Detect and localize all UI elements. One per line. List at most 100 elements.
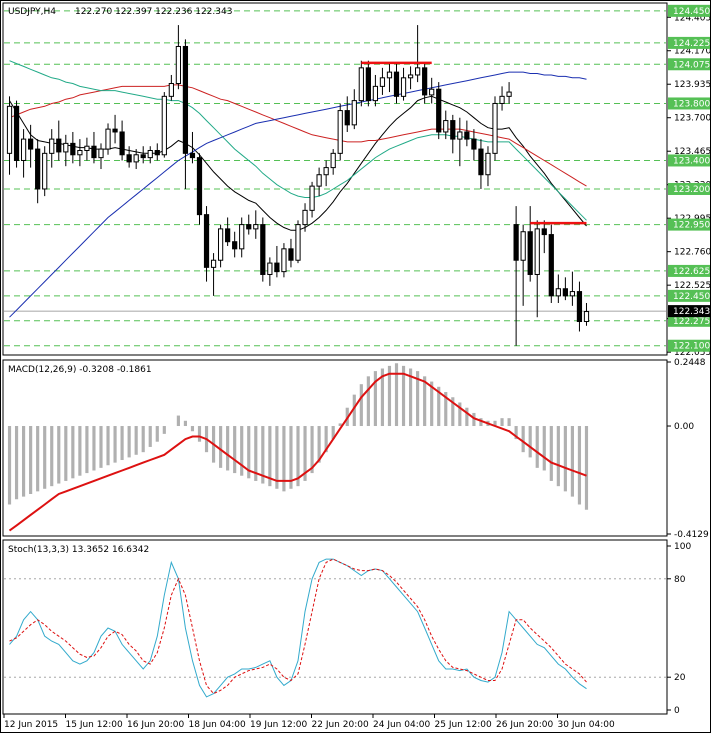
candle-body	[20, 138, 27, 161]
candle-body	[182, 45, 189, 154]
candle-body	[407, 74, 414, 79]
candle-body	[379, 77, 386, 87]
candle-body	[203, 214, 210, 268]
time-tick-label: 30 Jun 04:00	[558, 720, 615, 730]
candle-body	[548, 234, 554, 297]
price-header-ohlc: 122.270 122.397 122.236 122.343	[75, 7, 232, 17]
candle-body	[330, 152, 336, 169]
candle-body	[372, 85, 379, 102]
price-tick-label: 122.525	[674, 281, 711, 291]
level-tag-label: 124.075	[673, 60, 710, 70]
candle-body	[126, 154, 132, 163]
candle-body	[583, 311, 590, 323]
time-tick-label: 19 Jun 12:00	[250, 720, 307, 730]
price-tick-label: 123.935	[674, 80, 711, 90]
macd-tick-label: 0.2448	[674, 358, 706, 368]
candle-body	[429, 88, 435, 96]
stoch-panel-frame	[2, 539, 668, 715]
candle-body	[140, 154, 146, 159]
candle-body	[295, 224, 301, 261]
moving-average-line	[9, 71, 587, 318]
macd-tick-label: 0.00	[674, 422, 694, 432]
candle-body	[281, 248, 287, 273]
candle-body	[415, 67, 421, 76]
macd-signal-polyline	[8, 372, 587, 532]
stoch-panel: 100 80 20 0 Stoch(13,3,3) 13.3652 16.6342	[2, 539, 691, 716]
candle-body	[175, 45, 181, 85]
level-tag-label: 124.450	[673, 7, 710, 17]
candle-body	[274, 262, 280, 273]
candle-body	[246, 224, 252, 230]
candle-body	[569, 291, 576, 297]
level-tag	[668, 58, 710, 71]
candle-body	[189, 152, 196, 159]
level-tag	[668, 289, 710, 302]
candle-body	[316, 174, 322, 187]
price-header-symbol: USDJPY,H4	[8, 7, 56, 17]
level-tag	[668, 218, 710, 231]
level-tag	[668, 182, 710, 195]
candle-body	[450, 120, 456, 140]
stoch-header: Stoch(13,3,3) 13.3652 16.6342	[8, 545, 149, 555]
candle-body	[196, 157, 203, 216]
level-tag	[668, 36, 710, 49]
level-tag-label: 123.400	[673, 156, 710, 166]
candle-body	[400, 77, 407, 97]
resistance-lines	[361, 61, 587, 225]
candle-body	[499, 95, 505, 104]
level-tag	[668, 97, 710, 110]
candle-body	[225, 228, 231, 243]
price-tick-label: 123.465	[674, 147, 711, 157]
candle-body	[443, 120, 449, 133]
macd-signal-line	[8, 372, 587, 532]
candle-body	[478, 148, 484, 176]
candle-body	[393, 71, 400, 97]
stoch-tick-label: 0	[674, 706, 680, 716]
candle-body	[471, 138, 477, 150]
candle-body	[154, 149, 160, 156]
candle-body	[351, 100, 357, 126]
candle-body	[513, 224, 519, 261]
time-tick-label: 26 Jun 20:00	[496, 720, 553, 730]
level-tag	[668, 314, 710, 327]
candle-body	[168, 83, 174, 97]
candle-body	[35, 148, 41, 190]
level-tag-label: 122.950	[673, 221, 710, 231]
time-tick-label: 15 Jun 12:00	[66, 720, 123, 730]
stoch-tick-label: 80	[674, 575, 686, 585]
candle-body	[112, 128, 118, 133]
time-tick-label: 12 Jun 2015	[4, 720, 58, 730]
moving-average-line	[9, 60, 587, 221]
candle-body	[562, 288, 568, 297]
price-tick-label: 124.405	[674, 13, 711, 23]
level-tag-label: 122.275	[673, 317, 710, 327]
price-tick-label: 122.760	[674, 248, 711, 258]
macd-tick-label: -0.4129	[674, 530, 709, 540]
level-tag-label: 122.450	[673, 292, 710, 302]
macd-header: MACD(12,26,9) -0.3208 -0.1861	[8, 365, 152, 375]
stoch-tick-label: 100	[674, 542, 691, 552]
candle-body	[337, 110, 343, 154]
candle-body	[217, 228, 224, 261]
candle-body	[105, 128, 111, 150]
candles	[6, 25, 590, 346]
candle-body	[422, 67, 428, 96]
stoch-lines	[9, 558, 587, 698]
macd-panel: 0.2448 0.00 -0.4129 MACD(12,26,9) -0.3208 …	[2, 358, 709, 540]
candle-body	[541, 228, 547, 236]
time-tick-label: 24 Jun 04:00	[373, 720, 430, 730]
time-tick-label: 25 Jun 12:00	[435, 720, 492, 730]
candle-body	[344, 110, 350, 126]
candle-body	[527, 231, 533, 275]
candle-body	[253, 224, 259, 230]
price-panel-frame	[2, 2, 668, 356]
candle-body	[386, 71, 393, 79]
candle-body	[358, 67, 364, 102]
candle-body	[84, 145, 90, 151]
candle-body	[147, 149, 153, 159]
level-tag	[668, 154, 710, 167]
level-tag-label: 123.200	[673, 185, 710, 195]
current-price-tag	[668, 305, 710, 318]
